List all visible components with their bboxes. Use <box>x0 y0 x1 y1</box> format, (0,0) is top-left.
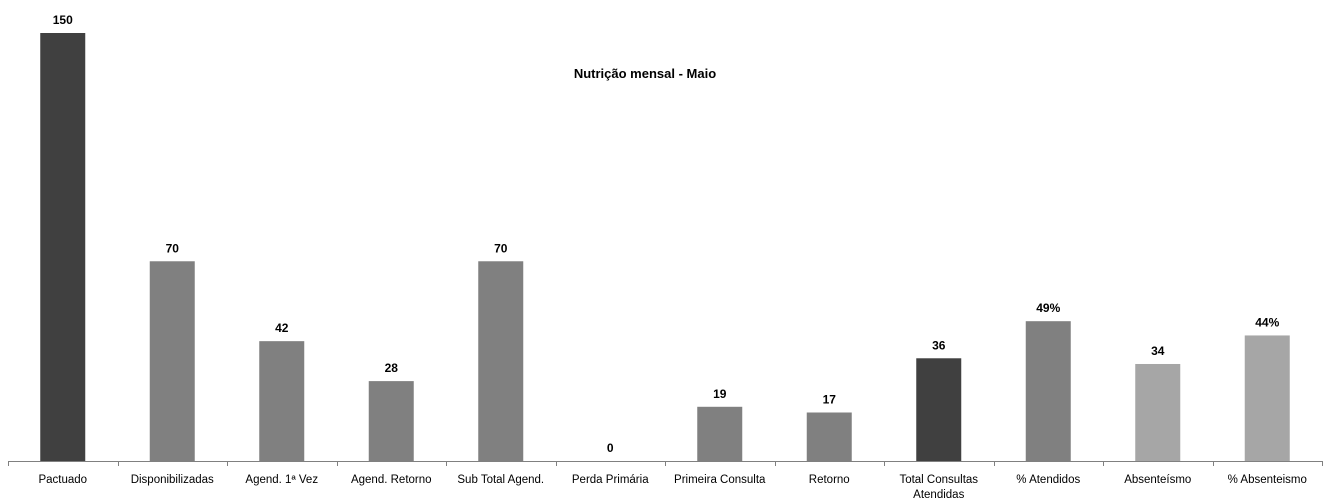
x-tick-label: % Absenteismo <box>1227 474 1307 486</box>
x-tick-label: Agend. 1ª Vez <box>245 474 319 486</box>
data-label: 0 <box>607 441 614 455</box>
bar <box>1244 335 1290 461</box>
data-label: 28 <box>385 361 399 375</box>
x-tick-label: Perda Primária <box>571 474 649 486</box>
x-tick-label: Retorno <box>808 474 850 486</box>
data-label: 36 <box>932 338 946 352</box>
bar <box>40 33 86 461</box>
x-tick-label: Agend. Retorno <box>350 474 432 486</box>
x-tick-label: Total Consultas Atendidas <box>899 474 979 501</box>
x-tick-label: Disponibilizadas <box>130 474 214 486</box>
bar <box>259 341 305 461</box>
bar <box>697 406 743 461</box>
bar <box>806 412 852 461</box>
data-label: 150 <box>53 13 73 27</box>
bar <box>916 358 962 461</box>
data-label: 70 <box>166 241 180 255</box>
data-label: 34 <box>1151 344 1165 358</box>
chart-title: Nutrição mensal - Maio <box>574 66 716 81</box>
bar <box>1135 363 1181 461</box>
data-label: 17 <box>823 392 837 406</box>
x-tick-label: % Atendidos <box>1016 474 1081 486</box>
bar <box>149 261 195 461</box>
data-label: 42 <box>275 321 289 335</box>
bar <box>1025 321 1071 461</box>
data-label: 44% <box>1255 315 1279 329</box>
bar <box>478 261 524 461</box>
data-label: 49% <box>1036 301 1060 315</box>
bar <box>368 381 414 461</box>
x-tick-label: Pactuado <box>38 474 88 486</box>
x-tick-label: Sub Total Agend. <box>457 474 545 486</box>
x-tick-label: Absenteísmo <box>1124 474 1192 486</box>
data-label: 70 <box>494 241 508 255</box>
x-tick-label: Primeira Consulta <box>674 474 766 486</box>
data-label: 19 <box>713 387 727 401</box>
